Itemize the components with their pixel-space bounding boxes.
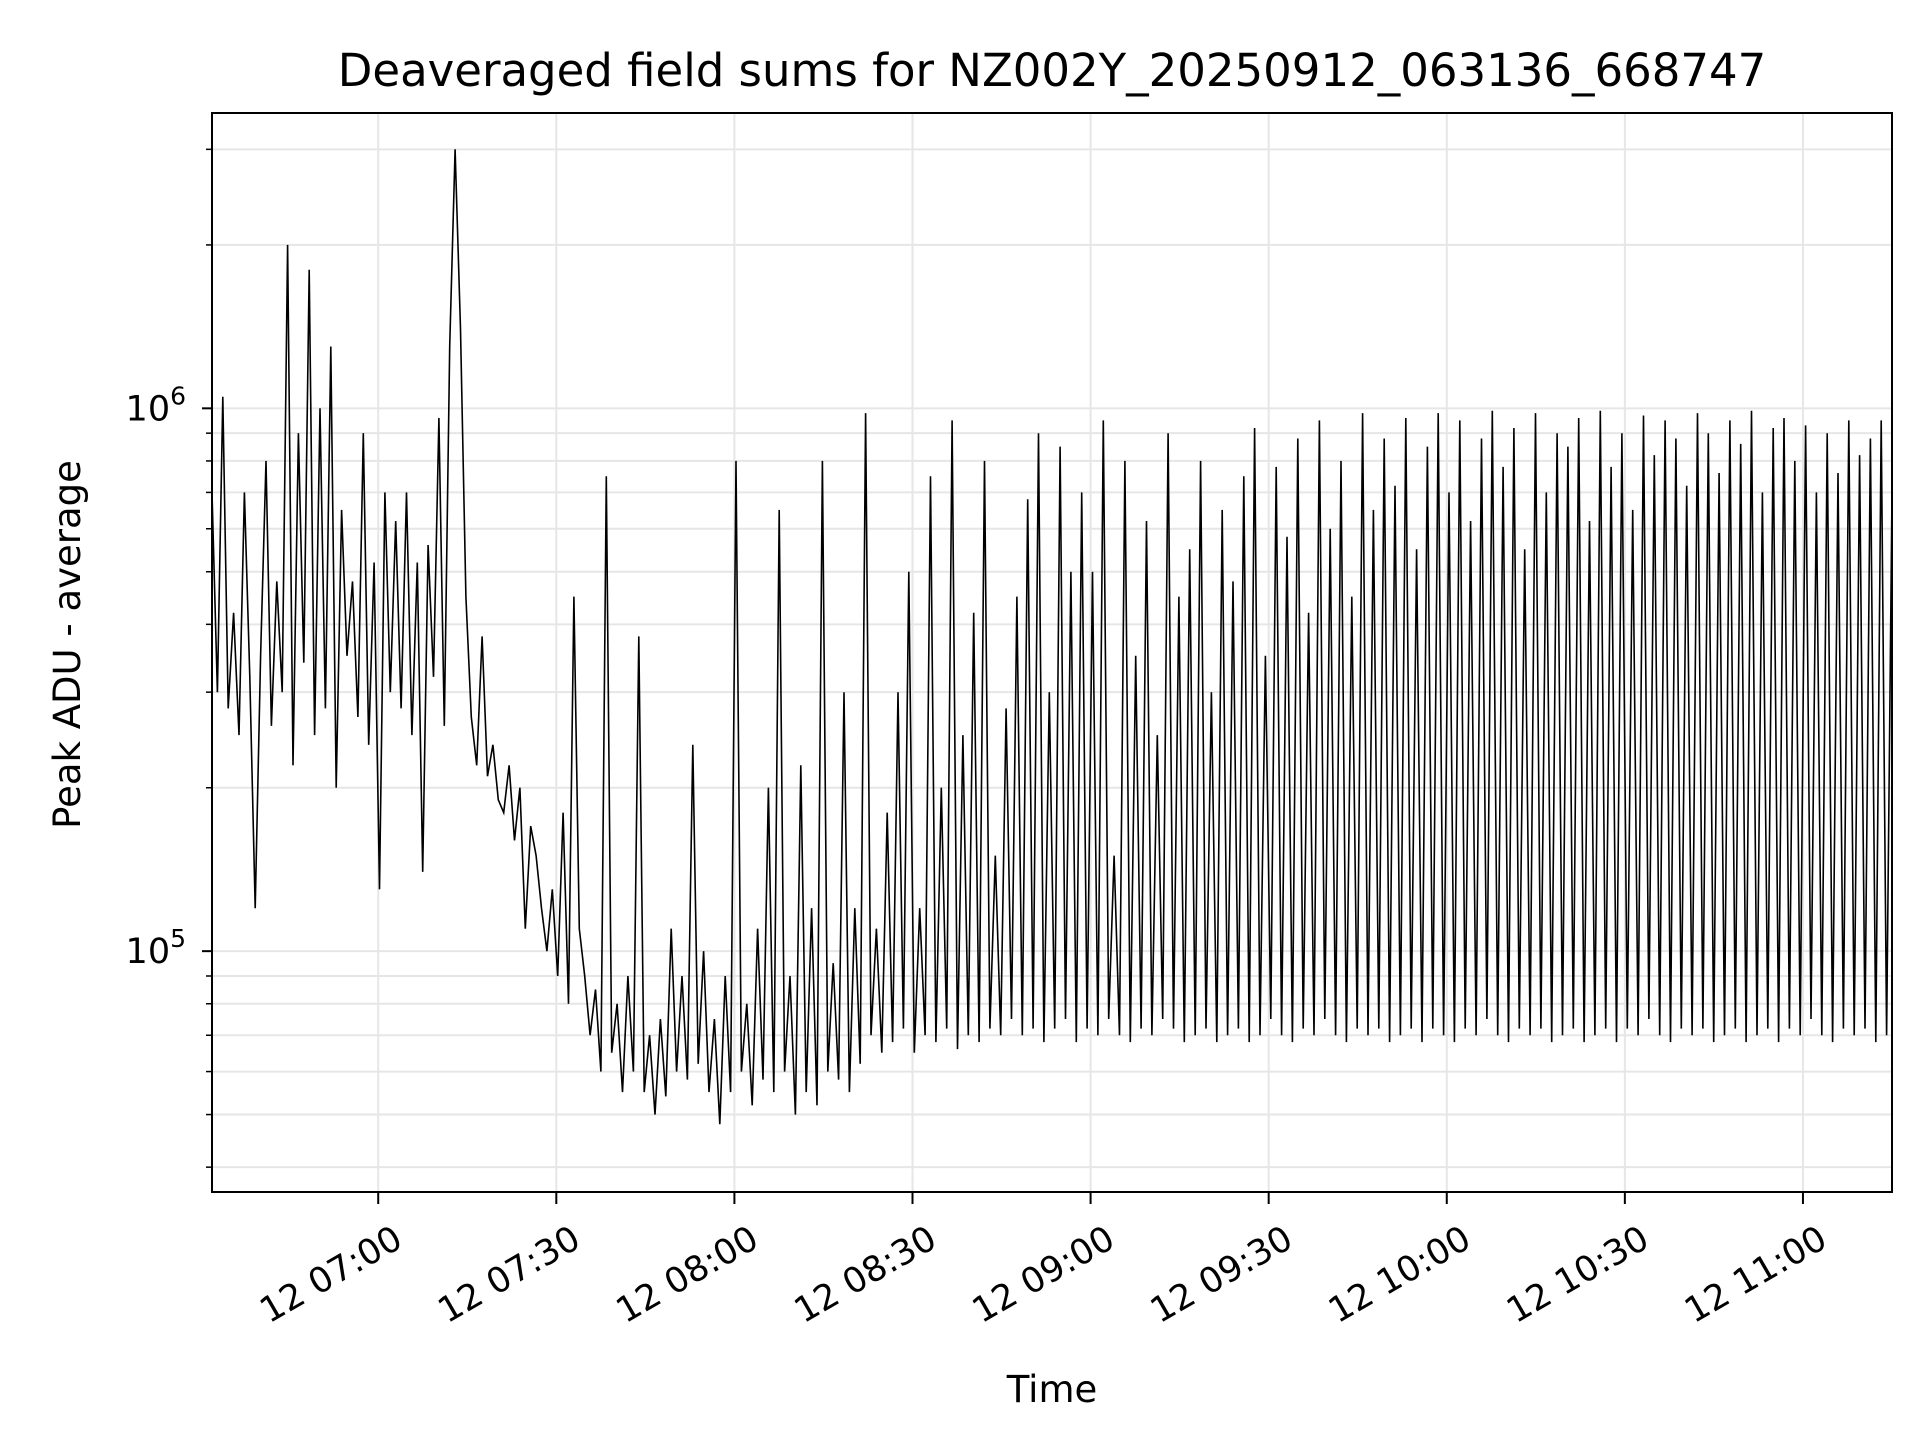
y-tick-base: 10: [126, 389, 171, 429]
y-axis-label: Peak ADU - average: [46, 460, 89, 829]
y-tick-base: 10: [126, 932, 171, 972]
y-tick-exponent: 6: [170, 381, 186, 410]
chart-title: Deaveraged field sums for NZ002Y_2025091…: [338, 44, 1767, 97]
y-tick-label: 105: [126, 924, 186, 972]
series-line: [211, 149, 1893, 1125]
y-tick-exponent: 5: [170, 924, 186, 953]
y-tick-label: 106: [126, 381, 186, 429]
plot-frame: [211, 112, 1893, 1193]
series-layer: [211, 149, 1893, 1125]
x-axis-label: Time: [1006, 1368, 1098, 1411]
